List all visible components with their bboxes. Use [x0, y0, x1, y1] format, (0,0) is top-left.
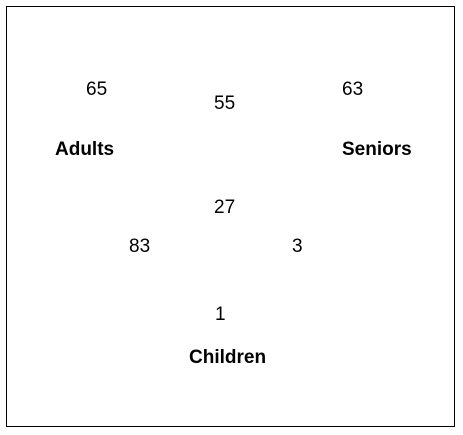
region-seniors-children-count: 3 — [292, 236, 303, 257]
region-children-only-count: 1 — [215, 304, 226, 325]
venn-diagram-frame — [6, 6, 455, 427]
region-seniors-only-count: 63 — [342, 79, 364, 100]
region-adults-only-count: 65 — [86, 79, 108, 100]
set-label-seniors: Seniors — [342, 139, 412, 160]
set-label-adults: Adults — [55, 139, 115, 160]
region-adults-seniors-count: 55 — [214, 93, 236, 114]
region-adults-children-count: 83 — [129, 236, 151, 257]
set-label-children: Children — [189, 347, 267, 368]
region-all-three-count: 27 — [214, 197, 236, 218]
